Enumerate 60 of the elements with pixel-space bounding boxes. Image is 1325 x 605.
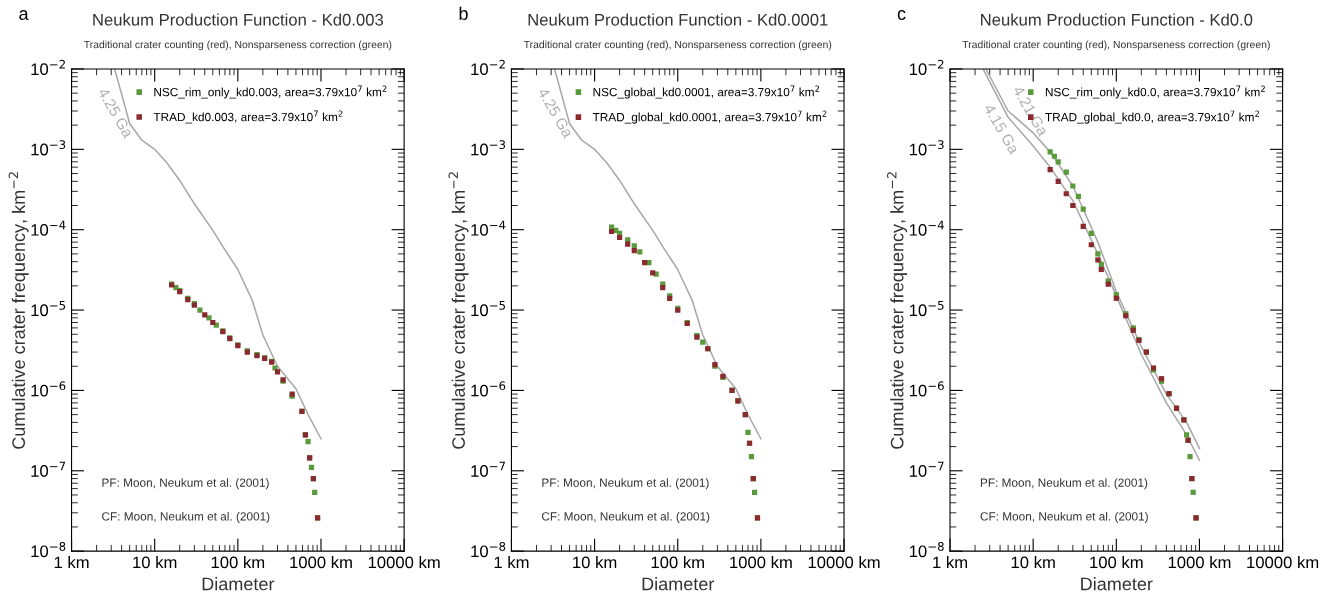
y-tick-label: 10$^{−6}$ [31, 381, 66, 397]
y-tick-label: 10$^{−7}$ [471, 461, 505, 477]
y-tick-label: 10$^{−6}$ [909, 381, 944, 397]
chart-title: Neukum Production Function - Kd0.0 [981, 13, 1253, 26]
text: b [459, 6, 468, 20]
x-tick-label: 100 km [651, 556, 704, 569]
y-tick-label: 10$^{−5}$ [471, 301, 505, 317]
chart-subtitle: Traditional crater counting (red), Nonsparseness correction (green) [962, 40, 1270, 51]
x-tick-label: 1 km [494, 556, 529, 569]
annotation: PF: Moon, Neukum et al. (2001) [542, 478, 709, 490]
x-tick-label: 10000 km [368, 556, 440, 569]
x-tick-label: 100 km [211, 556, 265, 569]
legend-label: TRAD_global_kd0.0001, area=3.79x10$^{7}$ km$^{2}$ [592, 110, 827, 124]
x-tick-label: 1000 km [1168, 556, 1231, 569]
x-axis-title: Diameter [1081, 577, 1153, 591]
annotation: PF: Moon, Neukum et al. (2001) [980, 478, 1148, 490]
legend-label: TRAD_kd0.003, area=3.79x10$^{7}$ km$^{2}$ [153, 110, 343, 124]
x-tick-label: 10 km [133, 556, 177, 569]
x-tick-label: 10000 km [808, 556, 880, 569]
x-tick-label: 100 km [1090, 556, 1143, 569]
x-axis-title: Diameter [202, 577, 275, 591]
y-tick-label: 10$^{−3}$ [909, 140, 944, 156]
y-tick-label: 10$^{−2}$ [909, 59, 944, 76]
x-tick-label: 1 km [933, 556, 967, 569]
y-tick-label: 10$^{−5}$ [31, 301, 66, 317]
x-tick-label: 1000 km [730, 556, 792, 569]
text: a [19, 10, 29, 20]
x-tick-label: 1000 km [290, 556, 352, 569]
x-tick-label: 1 km [54, 556, 89, 569]
y-tick-label: 10$^{−3}$ [471, 140, 506, 156]
y-tick-label: 10$^{−4}$ [31, 220, 66, 236]
x-tick-label: 10 km [1011, 556, 1055, 569]
y-tick-label: 10$^{−7}$ [909, 461, 944, 477]
x-tick-label: 10000 km [1247, 556, 1319, 569]
y-tick-label: 10$^{−6}$ [471, 381, 506, 397]
annotation: PF: Moon, Neukum et al. (2001) [102, 478, 269, 490]
annotation: CF: Moon, Neukum et al. (2001) [980, 511, 1148, 523]
y-tick-label: 10$^{−4}$ [909, 220, 944, 236]
legend-label: TRAD_global_kd0.0, area=3.79x10$^{7}$ km$^{2}$ [1045, 110, 1259, 124]
y-tick-label: 10$^{−2}$ [31, 59, 65, 76]
legend-label: NSC_global_kd0.0001, area=3.79x10$^{7}$ km$^{2}$ [593, 85, 820, 99]
chart-subtitle: Traditional crater counting (red), Nonsparseness correction (green) [523, 40, 832, 51]
x-axis-title: Diameter [642, 577, 715, 591]
legend-label: NSC_rim_only_kd0.0, area=3.79x10$^{7}$ km$^{2}$ [1045, 85, 1265, 99]
annotation: CF: Moon, Neukum et al. (2001) [541, 511, 710, 523]
y-tick-label: 10$^{−7}$ [31, 461, 66, 477]
chart-subtitle: Traditional crater counting (red), Nonsparseness correction (green) [83, 40, 392, 51]
text: c [897, 10, 906, 20]
chart-title: Neukum Production Function - Kd0.003 [93, 13, 384, 26]
y-tick-label: 10$^{−3}$ [31, 140, 66, 156]
y-tick-label: 10$^{−2}$ [471, 59, 505, 76]
x-tick-label: 10 km [573, 556, 617, 569]
annotation: CF: Moon, Neukum et al. (2001) [102, 511, 270, 523]
y-tick-label: 10$^{−4}$ [471, 220, 506, 236]
y-axis-title: Cumulative crater frequency, km$^{−2}$ [887, 172, 908, 449]
y-tick-label: 10$^{−5}$ [909, 301, 944, 317]
y-axis-title: Cumulative crater frequency, km$^{−2}$ [448, 172, 469, 449]
y-axis-title: Cumulative crater frequency, km$^{−2}$ [8, 172, 29, 449]
chart-title: Neukum Production Function - Kd0.0001 [528, 13, 828, 26]
legend-label: NSC_rim_only_kd0.003, area=3.79x10$^{7}$ km$^{2}$ [154, 85, 387, 99]
